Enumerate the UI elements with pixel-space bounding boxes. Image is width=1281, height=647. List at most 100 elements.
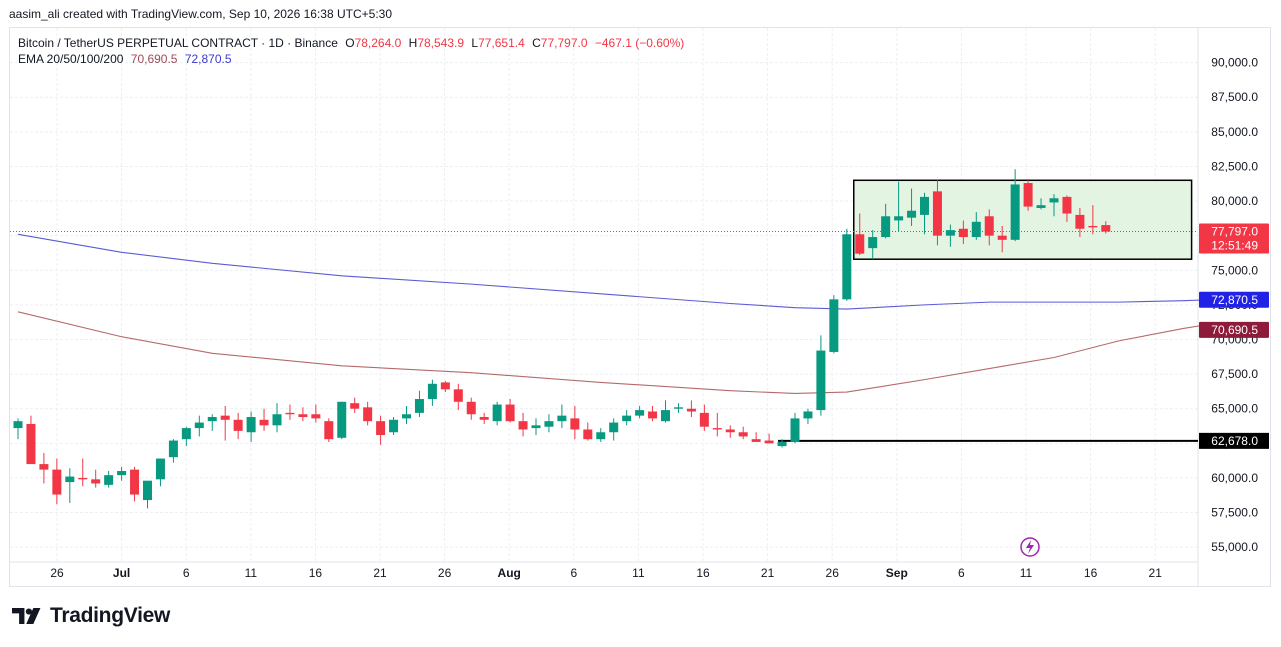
- candle-body: [143, 480, 152, 501]
- candle-body: [285, 412, 295, 415]
- candle-body: [997, 235, 1007, 240]
- x-tick-label: Sep: [886, 566, 908, 580]
- candle-body: [984, 216, 994, 236]
- candle-body: [699, 412, 709, 427]
- x-tick-label: 26: [826, 566, 840, 580]
- ema-red-badge: [1199, 321, 1269, 338]
- candle-body: [440, 382, 450, 390]
- y-tick-label: 65,000.0: [1211, 402, 1258, 416]
- candle-body: [130, 469, 140, 495]
- candle-body: [13, 421, 23, 429]
- ema-blue-badge: [1199, 291, 1269, 308]
- last-price-badge-text: 77,797.0: [1211, 225, 1258, 239]
- x-tick-label: 26: [50, 566, 64, 580]
- y-tick-label: 55,000.0: [1211, 540, 1258, 554]
- chart-caption: aasim_ali created with TradingView.com, …: [9, 7, 393, 21]
- candle-body: [220, 415, 230, 420]
- candle-body: [272, 414, 282, 426]
- x-tick-label: 26: [438, 566, 452, 580]
- chart-frame[interactable]: 55,000.057,500.060,000.062,500.065,000.0…: [9, 27, 1271, 587]
- candle-body: [168, 440, 178, 458]
- ema-value-2: 72,870.5: [184, 52, 232, 66]
- support-badge-text: 62,678.0: [1211, 434, 1258, 448]
- y-tick-label: 85,000.0: [1211, 125, 1258, 139]
- candle-body: [738, 432, 748, 437]
- y-tick-label: 57,500.0: [1211, 506, 1258, 520]
- open-value: 78,264.0: [354, 36, 402, 50]
- candle-body: [635, 410, 645, 416]
- candle-body: [414, 399, 424, 413]
- candle-body: [855, 234, 865, 254]
- candle-body: [725, 429, 735, 433]
- candle-body: [1036, 205, 1046, 208]
- candle-body: [350, 403, 360, 409]
- candle-body: [337, 401, 347, 438]
- candle-body: [1088, 225, 1098, 228]
- candle-body: [777, 441, 787, 447]
- candle-body: [518, 421, 528, 430]
- y-tick-label: 87,500.0: [1211, 90, 1258, 104]
- candle-body: [609, 422, 619, 433]
- support-badge: [1199, 432, 1269, 449]
- candle-body: [65, 476, 75, 483]
- candle-body: [803, 411, 813, 419]
- candle-body: [453, 389, 463, 402]
- change-value: −467.1 (−0.60%): [594, 36, 685, 50]
- candle-body: [26, 423, 36, 465]
- candle-body: [531, 425, 541, 429]
- candle-body: [492, 404, 502, 422]
- x-tick-label: 16: [309, 566, 323, 580]
- y-tick-label: 60,000.0: [1211, 471, 1258, 485]
- ema-line-blue: [17, 233, 1210, 310]
- candle-body: [91, 479, 101, 484]
- y-tick-label: 75,000.0: [1211, 263, 1258, 277]
- candle-body: [894, 216, 904, 221]
- candle-body: [583, 429, 593, 440]
- chart-legend: Bitcoin / TetherUS PERPETUAL CONTRACT · …: [18, 35, 684, 67]
- candle-body: [311, 414, 321, 419]
- close-value: 77,797.0: [540, 36, 588, 50]
- candle-body: [259, 419, 269, 426]
- x-tick-label: 6: [570, 566, 577, 580]
- ema-label: EMA 20/50/100/200: [18, 52, 124, 66]
- candle-body: [764, 440, 774, 444]
- candle-body: [246, 417, 256, 433]
- candle-body: [958, 228, 968, 238]
- x-tick-label: 16: [1084, 566, 1098, 580]
- candle-body: [39, 464, 49, 470]
- y-tick-label: 67,500.0: [1211, 367, 1258, 381]
- x-tick-label: Jul: [113, 566, 130, 580]
- ema-red-badge-text: 70,690.5: [1211, 323, 1258, 337]
- x-tick-label: 11: [632, 566, 645, 580]
- candle-body: [389, 419, 399, 433]
- lightning-icon-bolt: [1026, 540, 1034, 554]
- ema-value-1: 70,690.5: [130, 52, 178, 66]
- x-tick-label: 11: [1020, 566, 1033, 580]
- candle-body: [155, 458, 165, 480]
- candle-body: [570, 418, 580, 430]
- ema-line-red: [17, 311, 1210, 395]
- price-chart[interactable]: 55,000.057,500.060,000.062,500.065,000.0…: [10, 28, 1271, 587]
- candle-body: [427, 383, 437, 400]
- y-tick-label: 80,000.0: [1211, 194, 1258, 208]
- candle-body: [298, 414, 308, 418]
- low-value: 77,651.4: [478, 36, 525, 50]
- candle-body: [945, 230, 955, 236]
- candle-body: [1075, 214, 1085, 229]
- ema-legend-row: EMA 20/50/100/200 70,690.5 72,870.5: [18, 51, 684, 67]
- candle-body: [712, 428, 722, 430]
- candle-body: [907, 210, 917, 218]
- candle-body: [881, 216, 891, 238]
- tradingview-logo: TradingView: [12, 604, 170, 628]
- x-tick-label: 16: [696, 566, 710, 580]
- open-label: O: [345, 36, 355, 50]
- candle-body: [751, 439, 761, 442]
- candle-body: [466, 401, 476, 415]
- symbol-title: Bitcoin / TetherUS PERPETUAL CONTRACT · …: [18, 36, 338, 50]
- candle-body: [971, 221, 981, 238]
- candle-body: [117, 471, 127, 476]
- candle-body: [1010, 184, 1020, 240]
- candle-body: [78, 477, 88, 480]
- high-label: H: [408, 36, 418, 50]
- tradingview-logo-icon: [12, 608, 41, 624]
